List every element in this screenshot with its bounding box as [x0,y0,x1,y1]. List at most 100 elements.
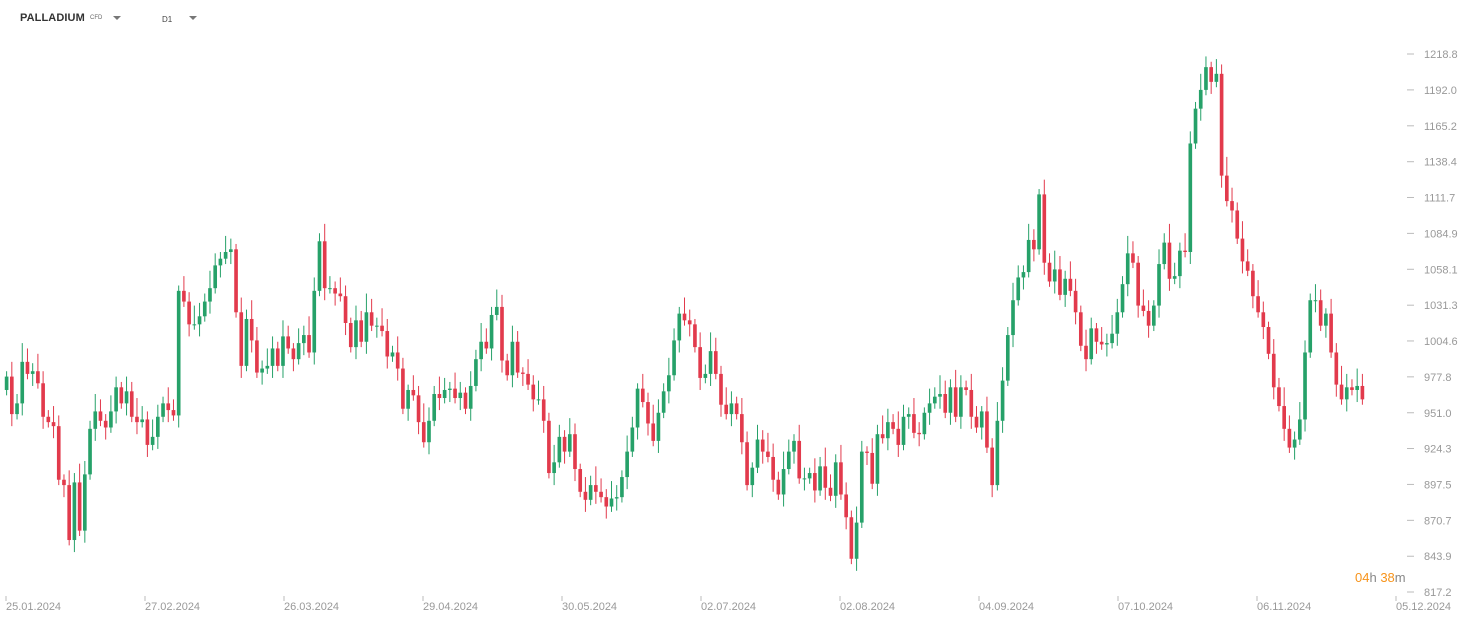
candle-up[interactable] [229,249,233,252]
candle-up[interactable] [1198,89,1203,109]
candle-down[interactable] [505,360,510,376]
candle-down[interactable] [1084,345,1088,360]
candle-up[interactable] [927,403,932,413]
candle-up[interactable] [1026,239,1031,273]
candle-down[interactable] [844,494,848,518]
candle-down[interactable] [255,340,259,373]
timeframe-dropdown-caret-icon[interactable] [189,16,197,20]
candle-up[interactable] [328,288,332,290]
candle-up[interactable] [1115,312,1120,334]
candle-up[interactable] [312,290,317,353]
candle-up[interactable] [703,373,708,378]
candle-down[interactable] [969,389,974,417]
candle-down[interactable] [359,320,364,342]
candle-down[interactable] [1251,270,1255,297]
candle-down[interactable] [964,387,968,390]
candle-down[interactable] [41,383,45,417]
candle-down[interactable] [1266,327,1271,354]
symbol-dropdown-caret-icon[interactable] [113,16,121,20]
candle-down[interactable] [734,403,739,415]
candle-down[interactable] [1350,387,1354,390]
candle-up[interactable] [197,316,202,325]
candle-down[interactable] [896,428,901,445]
candle-up[interactable] [1000,380,1005,421]
candle-up[interactable] [792,440,796,452]
candle-up[interactable] [875,434,880,484]
candle-up[interactable] [468,385,473,409]
candle-down[interactable] [990,447,994,486]
candle-down[interactable] [1282,406,1286,429]
candle-up[interactable] [1292,439,1297,448]
candle-up[interactable] [270,348,275,366]
candle-down[interactable] [813,473,817,491]
candle-down[interactable] [1271,353,1276,388]
candle-down[interactable] [1224,175,1229,202]
candle-up[interactable] [620,477,624,498]
candle-down[interactable] [338,293,343,297]
candle-up[interactable] [854,522,859,559]
candle-up[interactable] [260,368,264,373]
candle-down[interactable] [463,392,468,409]
candle-up[interactable] [901,416,906,445]
candle-down[interactable] [1256,296,1260,313]
candle-up[interactable] [1151,305,1156,326]
candle-up[interactable] [1125,253,1130,285]
candle-down[interactable] [1334,352,1339,385]
candle-down[interactable] [421,422,426,443]
candle-up[interactable] [1089,328,1094,360]
candle-down[interactable] [740,414,744,443]
candle-down[interactable] [880,434,885,439]
candle-down[interactable] [719,373,723,405]
candle-down[interactable] [98,411,103,421]
candle-up[interactable] [625,451,629,478]
candle-down[interactable] [135,416,139,423]
candle-up[interactable] [1313,300,1318,302]
candle-down[interactable] [912,414,916,433]
symbol-selector[interactable]: PALLADIUM [20,12,85,24]
candle-down[interactable] [1235,210,1240,239]
candle-down[interactable] [917,432,921,435]
candle-down[interactable] [36,371,40,384]
candle-down[interactable] [1230,201,1234,211]
candle-down[interactable] [182,290,186,302]
candle-up[interactable] [567,434,572,452]
candle-up[interactable] [489,314,494,349]
candle-down[interactable] [484,341,489,349]
candle-up[interactable] [922,412,927,435]
candle-up[interactable] [859,451,864,523]
candle-down[interactable] [1339,384,1344,400]
candle-up[interactable] [979,411,984,428]
candle-up[interactable] [30,371,35,374]
candle-up[interactable] [1063,278,1067,295]
candle-up[interactable] [708,351,713,374]
candle-down[interactable] [1209,67,1213,82]
candle-down[interactable] [865,451,869,453]
candle-down[interactable] [1032,239,1036,250]
candle-down[interactable] [1287,428,1292,448]
candle-up[interactable] [672,340,676,376]
candle-down[interactable] [1329,313,1333,353]
candle-up[interactable] [156,416,160,437]
candle-down[interactable] [974,416,979,428]
candle-up[interactable] [833,462,838,496]
candle-down[interactable] [1261,312,1266,328]
candle-up[interactable] [781,469,786,495]
candle-up[interactable] [677,313,682,341]
candle-up[interactable] [458,392,463,399]
candle-up[interactable] [1016,277,1021,301]
candle-up[interactable] [630,427,635,452]
candle-down[interactable] [943,394,948,413]
candle-down[interactable] [129,391,134,417]
candle-up[interactable] [442,389,447,399]
candle-up[interactable] [494,306,499,315]
candle-down[interactable] [823,466,828,488]
candle-up[interactable] [406,389,410,409]
candle-down[interactable] [322,241,327,289]
candle-up[interactable] [609,498,614,507]
candle-down[interactable] [1068,278,1073,291]
candle-up[interactable] [427,420,431,443]
candle-down[interactable] [797,440,802,479]
candle-down[interactable] [103,420,108,428]
candle-up[interactable] [192,324,197,326]
candle-down[interactable] [500,306,504,361]
